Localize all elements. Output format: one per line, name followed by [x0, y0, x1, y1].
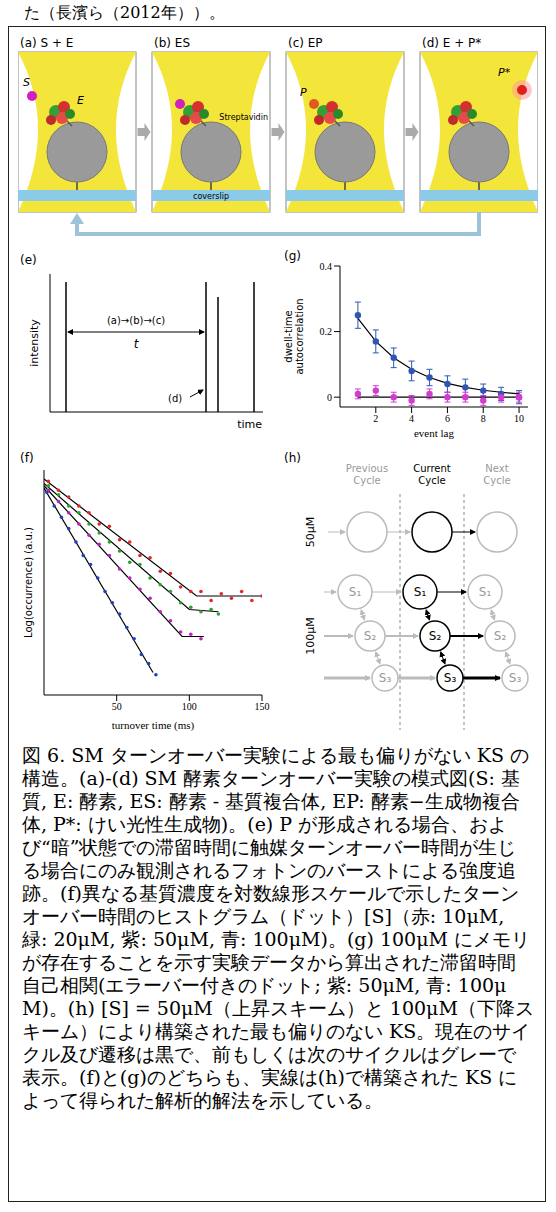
svg-text:100: 100: [182, 701, 197, 712]
svg-text:time: time: [237, 418, 262, 431]
svg-text:(g): (g): [284, 249, 301, 263]
svg-text:S₃: S₃: [509, 671, 522, 685]
svg-text:(a)→(b)→(c): (a)→(b)→(c): [107, 315, 165, 326]
svg-text:S₃: S₃: [379, 671, 392, 685]
svg-text:S₂: S₂: [494, 629, 507, 643]
svg-text:6: 6: [445, 413, 450, 424]
svg-text:(d): (d): [168, 393, 182, 404]
svg-text:coverslip: coverslip: [193, 192, 229, 201]
svg-text:dwell-time: dwell-time: [283, 310, 294, 362]
svg-text:S₂: S₂: [429, 629, 442, 643]
svg-text:2: 2: [373, 413, 378, 424]
svg-text:Streptavidin: Streptavidin: [219, 113, 268, 122]
svg-text:0: 0: [327, 392, 332, 403]
svg-text:intensity: intensity: [28, 319, 41, 367]
svg-text:turnover time (ms): turnover time (ms): [112, 719, 195, 732]
svg-text:50: 50: [112, 701, 122, 712]
html-text:図 6. SM ターンオーバー実験による最も偏りがない KS: 図 6. SM ターンオーバー実験による最も偏りがない KS の構造。(a)-(…: [22, 744, 534, 1111]
svg-text:8: 8: [481, 413, 486, 424]
svg-text:autocorrelation: autocorrelation: [294, 298, 305, 374]
svg-text:t: t: [134, 337, 140, 351]
html-text:た（長濱ら（2012年））。: た（長濱ら（2012年））。: [24, 3, 225, 22]
svg-text:150: 150: [255, 701, 270, 712]
svg-text:0.2: 0.2: [320, 326, 333, 337]
svg-text:NextCycle: NextCycle: [483, 463, 510, 486]
svg-text:100μM: 100μM: [304, 617, 317, 655]
svg-text:S₁: S₁: [479, 585, 492, 599]
svg-text:S₃: S₃: [444, 671, 457, 685]
svg-text:Log(occurrence) (a.u.): Log(occurrence) (a.u.): [23, 527, 34, 638]
svg-text:(a) S + E: (a) S + E: [20, 36, 73, 50]
svg-text:(d) E + P*: (d) E + P*: [422, 36, 481, 50]
svg-text:S₂: S₂: [364, 629, 377, 643]
svg-text:event lag: event lag: [414, 427, 455, 439]
svg-text:S₁: S₁: [349, 585, 362, 599]
svg-text:(e): (e): [20, 253, 37, 267]
svg-text:50μM: 50μM: [304, 517, 317, 548]
svg-text:CurrentCycle: CurrentCycle: [413, 463, 451, 486]
svg-text:PreviousCycle: PreviousCycle: [346, 463, 388, 486]
svg-text:(c) EP: (c) EP: [288, 36, 323, 50]
svg-text:S: S: [23, 76, 30, 89]
svg-text:E: E: [77, 94, 84, 107]
svg-text:10: 10: [514, 413, 524, 424]
svg-text:P: P: [300, 86, 307, 99]
svg-text:(f): (f): [20, 451, 34, 465]
svg-text:(b) ES: (b) ES: [154, 36, 190, 50]
svg-text:0.4: 0.4: [320, 261, 333, 272]
svg-text:P*: P*: [498, 66, 511, 79]
svg-text:4: 4: [409, 413, 414, 424]
svg-text:S₁: S₁: [414, 585, 427, 599]
svg-text:(h): (h): [284, 451, 301, 465]
